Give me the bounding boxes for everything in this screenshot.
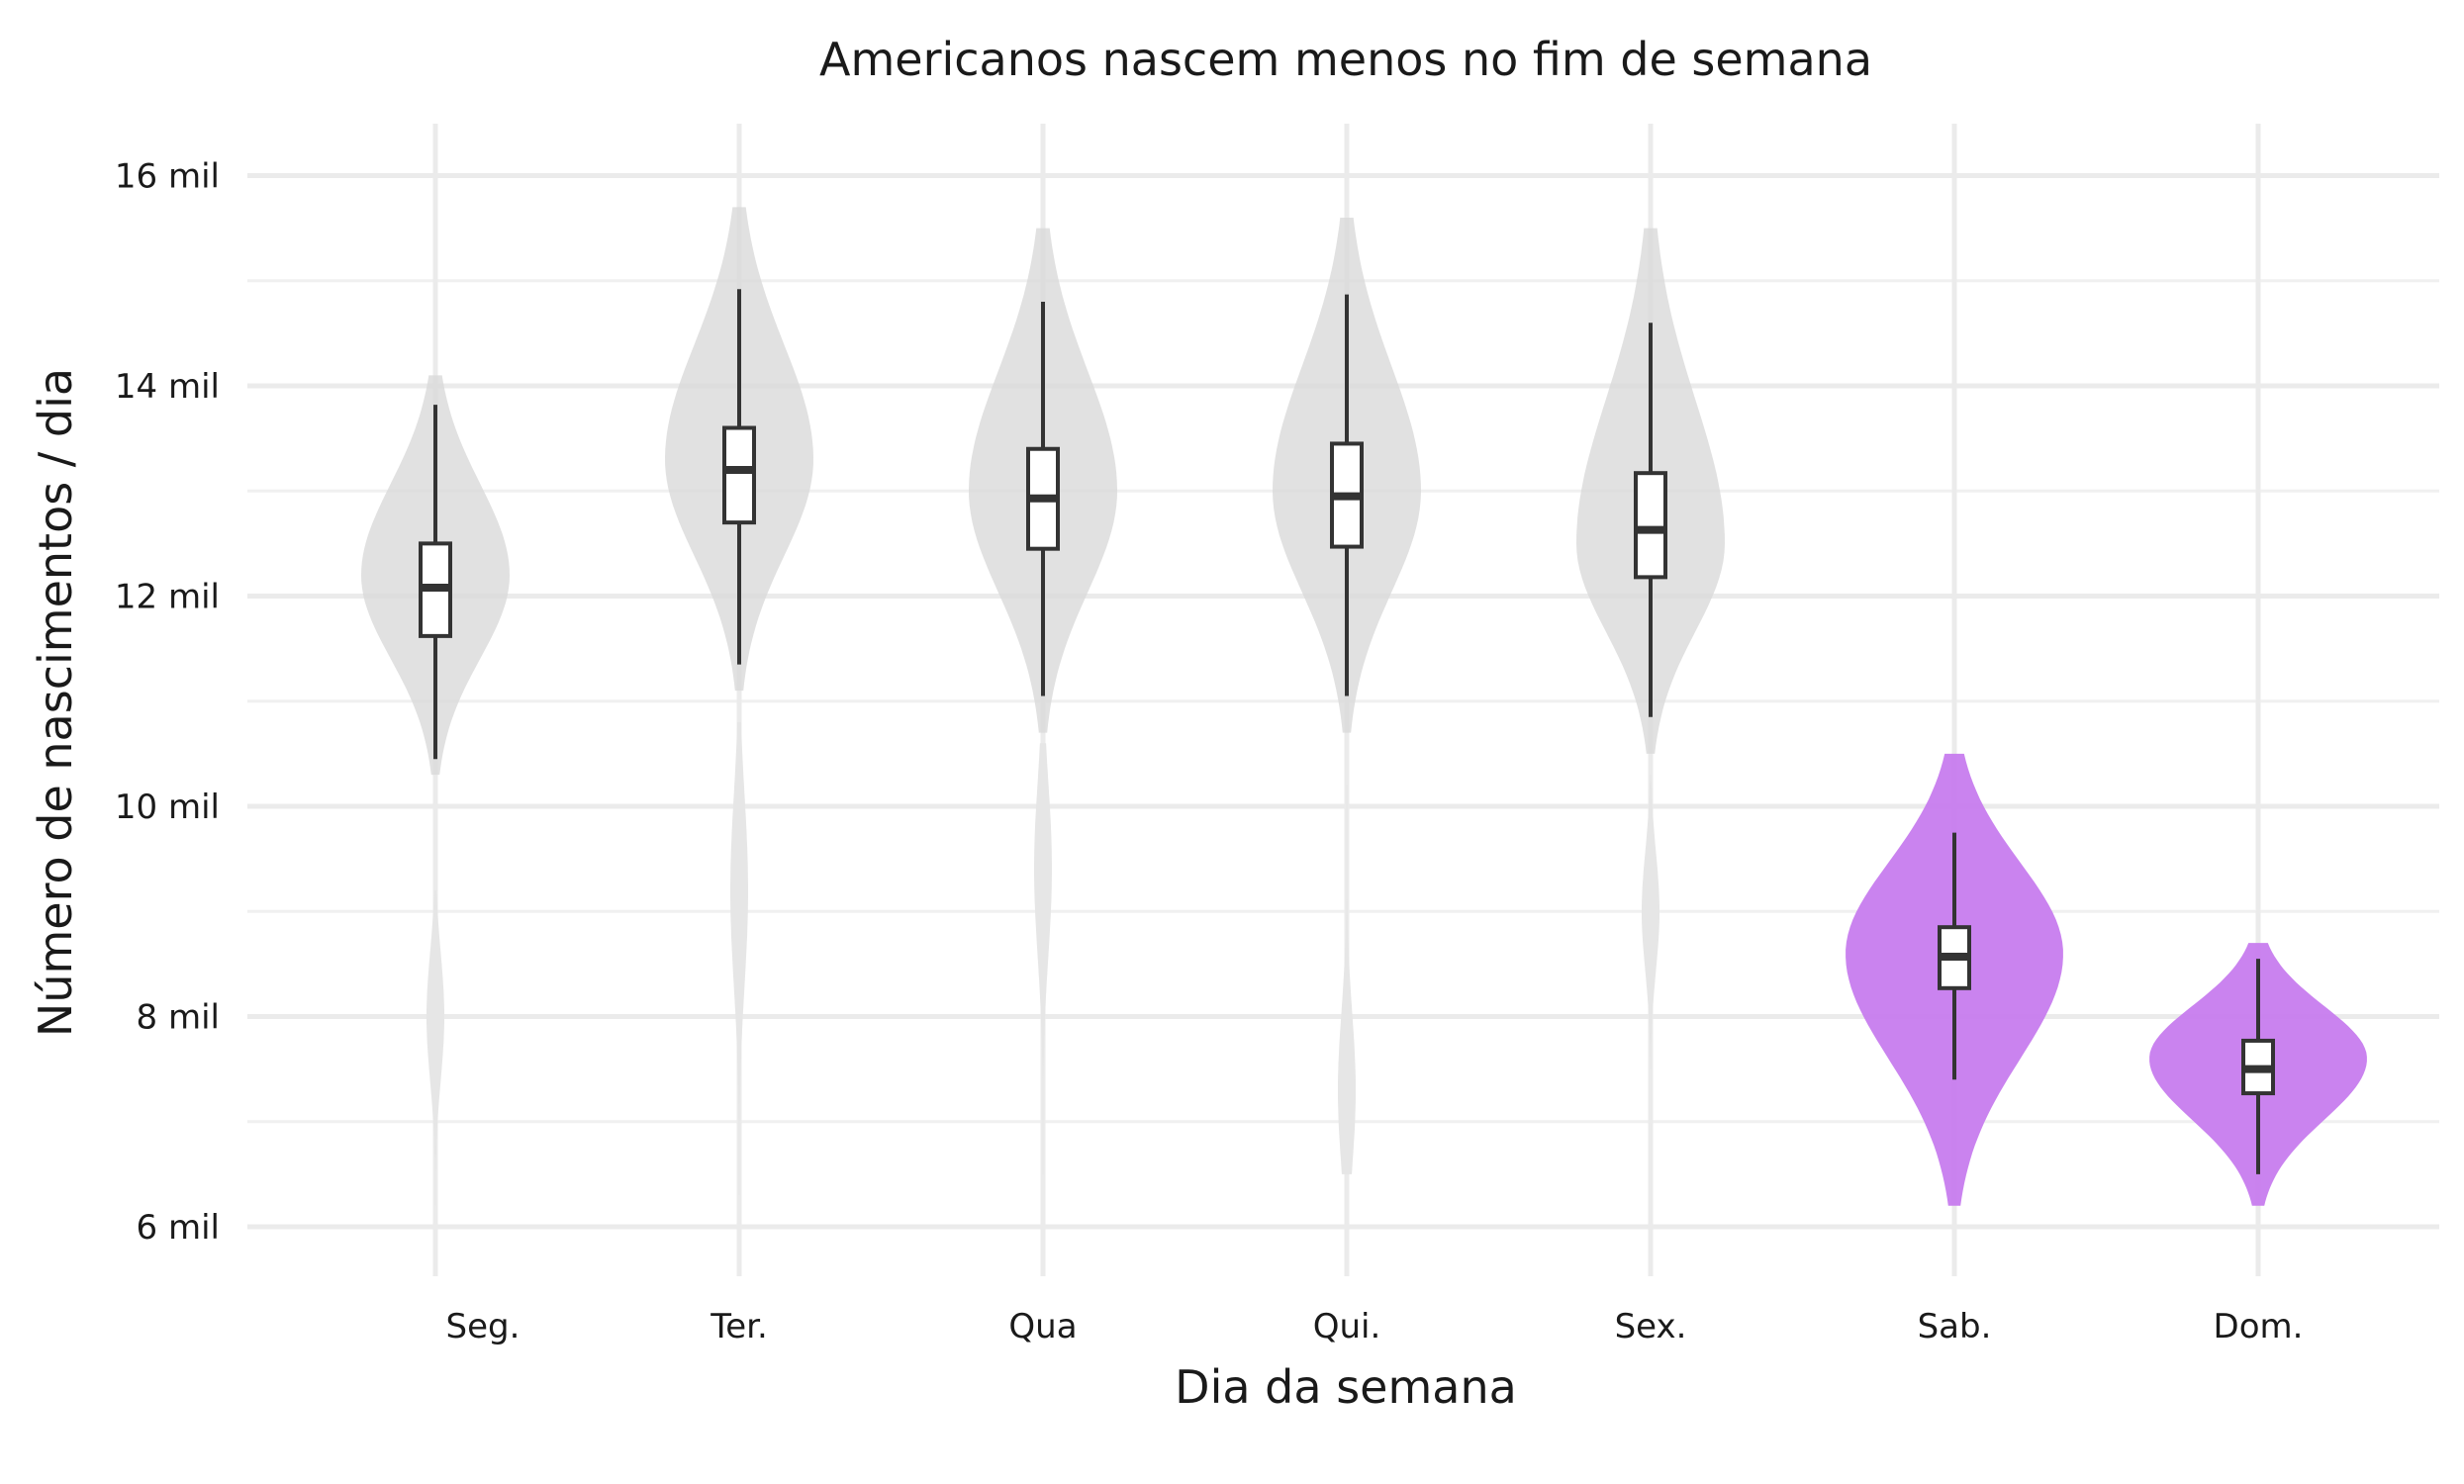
x-tick-labels: Seg. Ter. Qua Qui. Sex. Sab. Dom. [446, 1307, 2304, 1346]
violin-low-cluster [1642, 775, 1659, 1069]
violins [361, 207, 2367, 1206]
chart-title: Americanos nascem menos no fim de semana [819, 33, 1872, 86]
box [1634, 471, 1667, 580]
x-tick-label: Qua [1008, 1307, 1077, 1346]
x-tick-label: Seg. [446, 1307, 521, 1346]
y-tick-label: 12 mil [115, 578, 220, 617]
x-tick-label: Sab. [1918, 1307, 1992, 1346]
violin-low-cluster [730, 722, 748, 1196]
box [722, 425, 756, 525]
violin-low-cluster [1034, 743, 1052, 1174]
violin-low-cluster [1338, 785, 1356, 1174]
x-tick-label: Dom. [2214, 1307, 2304, 1346]
y-tick-label: 14 mil [115, 367, 220, 407]
y-axis-label: Número de nascimentos / dia [29, 368, 82, 1037]
violin-low-cluster [426, 890, 444, 1206]
y-tick-labels: 6 mil 8 mil 10 mil 12 mil 14 mil 16 mil [115, 157, 220, 1249]
x-tick-label: Qui. [1313, 1307, 1381, 1346]
y-tick-label: 8 mil [137, 998, 220, 1038]
x-tick-label: Ter. [710, 1307, 768, 1346]
y-tick-label: 10 mil [115, 788, 220, 827]
x-tick-label: Sex. [1615, 1307, 1687, 1346]
x-axis-label: Dia da semana [1175, 1360, 1517, 1414]
y-tick-label: 6 mil [137, 1208, 220, 1248]
y-tick-label: 16 mil [115, 157, 220, 197]
boxes [419, 289, 2275, 1174]
